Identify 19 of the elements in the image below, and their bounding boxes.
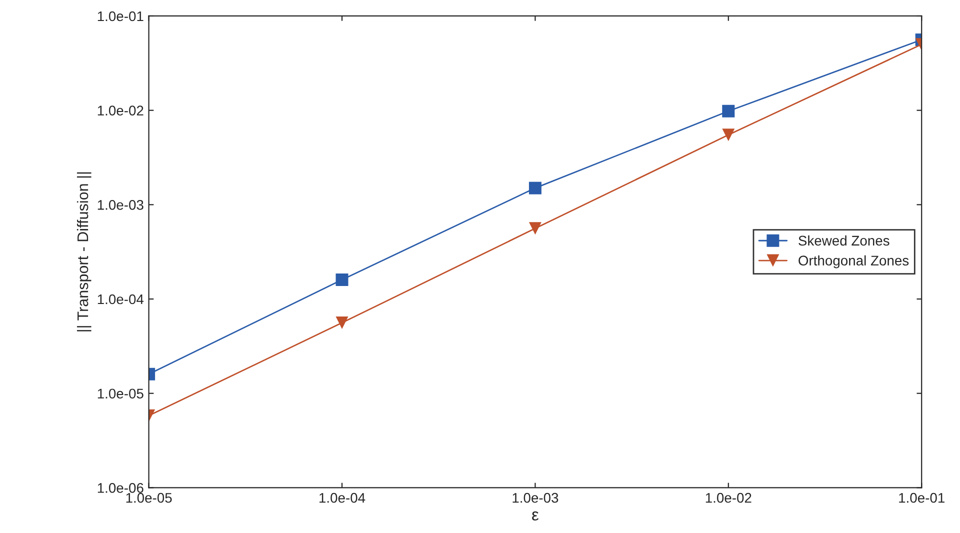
- point: [336, 274, 348, 286]
- point: [528, 182, 542, 194]
- y-tick-label: 1.0e-03: [98, 200, 144, 210]
- y-tick-label: 1.0e-02: [98, 106, 144, 116]
- x-tick-label: 1.0e-03: [512, 492, 558, 503]
- y-tick-label: 1.0e-01: [98, 11, 144, 22]
- point: [528, 222, 542, 235]
- y-tick-label: 1.0e-05: [98, 388, 144, 399]
- x-tick-label: 1.0e-05: [126, 492, 172, 503]
- y-axis-title: || Transport - Diffusion ||: [76, 172, 92, 332]
- x-tick-label: 1.0e-04: [320, 492, 366, 503]
- y-tick-label: 1.0e-04: [98, 294, 144, 304]
- point: [336, 316, 348, 330]
- x-tick-label: 1.0e-01: [899, 492, 944, 503]
- y-tick-label: 1.0e-06: [98, 483, 144, 493]
- legend-label: Orthogonal Zones: [798, 255, 909, 268]
- x-tick-label: 1.0e-02: [706, 492, 752, 503]
- x-axis-title: ε: [532, 511, 539, 521]
- legend-label: Skewed Zones: [798, 235, 890, 246]
